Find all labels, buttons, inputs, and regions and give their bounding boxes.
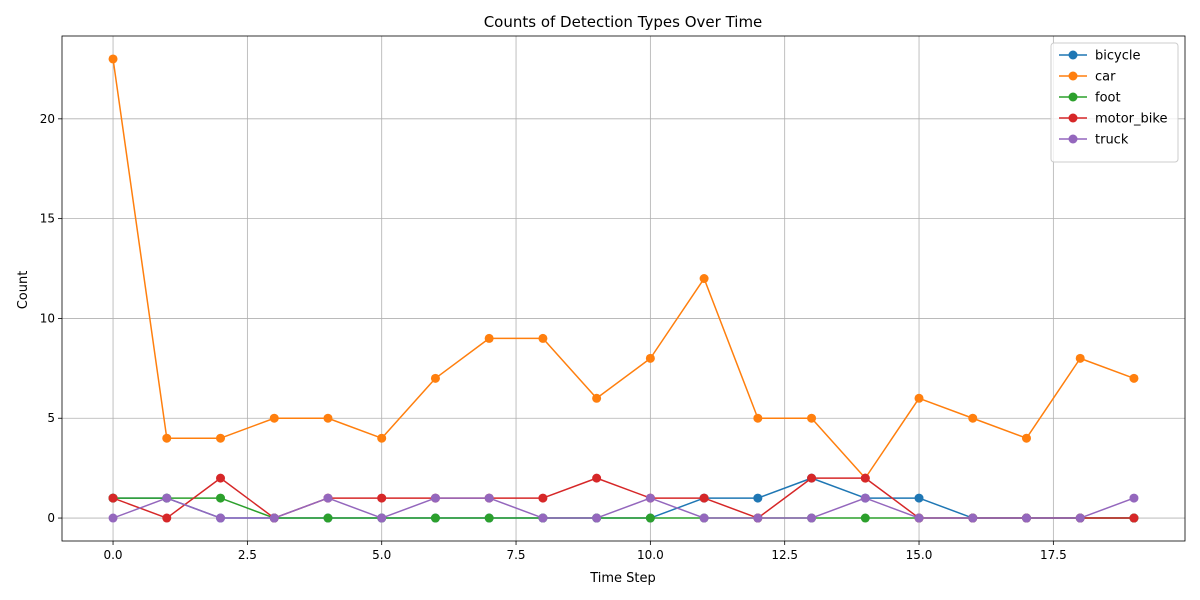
x-tick-label: 15.0 — [906, 548, 933, 562]
data-point-truck — [108, 513, 118, 523]
data-point-motor_bike — [538, 493, 548, 503]
legend-label-motor_bike: motor_bike — [1095, 112, 1167, 127]
data-point-truck — [1021, 513, 1031, 523]
y-tick-label: 5 — [47, 411, 55, 425]
data-point-truck — [645, 493, 655, 503]
data-point-truck — [807, 513, 817, 523]
chart-title: Counts of Detection Types Over Time — [484, 13, 763, 31]
y-tick-label: 15 — [40, 212, 55, 226]
data-point-car — [377, 433, 387, 443]
series-car — [108, 54, 1139, 483]
data-point-car — [645, 353, 655, 363]
series-bicycle — [108, 473, 1139, 523]
plot-frame — [61, 35, 1186, 542]
data-point-car — [108, 54, 118, 64]
y-tick-label: 20 — [40, 112, 55, 126]
legend-marker-motor_bike — [1068, 113, 1078, 123]
legend-marker-foot — [1068, 92, 1078, 102]
data-point-car — [699, 274, 709, 284]
data-point-car — [1021, 433, 1031, 443]
data-point-truck — [216, 513, 226, 523]
x-axis-ticks: 0.0 2.5 5.0 7.5 10.0 12.5 15.0 17.5 — [103, 541, 1067, 562]
data-point-truck — [323, 493, 333, 503]
x-tick-label: 0.0 — [103, 548, 122, 562]
data-point-car — [430, 373, 440, 383]
data-point-truck — [484, 493, 494, 503]
data-point-motor_bike — [699, 493, 709, 503]
series-line-motor_bike — [112, 477, 1134, 519]
legend-label-bicycle: bicycle — [1095, 49, 1140, 64]
x-tick-label: 10.0 — [637, 548, 664, 562]
grid-lines — [62, 36, 1185, 541]
legend-marker-bicycle — [1068, 50, 1078, 60]
data-point-car — [162, 433, 172, 443]
data-point-foot — [216, 493, 226, 503]
x-tick-label: 12.5 — [771, 548, 798, 562]
data-point-truck — [538, 513, 548, 523]
data-point-motor_bike — [1129, 513, 1139, 523]
data-point-foot — [860, 513, 870, 523]
y-axis-ticks: 0 5 10 15 20 — [40, 112, 62, 525]
data-point-car — [484, 333, 494, 343]
legend-label-car: car — [1095, 70, 1116, 85]
legend-marker-truck — [1068, 134, 1078, 144]
x-tick-label: 7.5 — [506, 548, 525, 562]
data-point-motor_bike — [377, 493, 387, 503]
y-axis-label: Count — [16, 271, 31, 310]
data-point-motor_bike — [162, 513, 172, 523]
data-point-foot — [645, 513, 655, 523]
series-line-car — [112, 58, 1135, 479]
x-tick-label: 2.5 — [238, 548, 257, 562]
series-layer — [108, 54, 1139, 523]
data-point-truck — [914, 513, 924, 523]
x-tick-label: 5.0 — [372, 548, 391, 562]
y-tick-label: 10 — [40, 311, 55, 325]
data-point-truck — [592, 513, 602, 523]
data-point-motor_bike — [860, 473, 870, 483]
legend-label-truck: truck — [1095, 133, 1129, 148]
data-point-foot — [484, 513, 494, 523]
data-point-car — [323, 413, 333, 423]
data-point-truck — [430, 493, 440, 503]
data-point-bicycle — [914, 493, 924, 503]
data-point-truck — [1075, 513, 1085, 523]
data-point-car — [216, 433, 226, 443]
x-axis-label: Time Step — [589, 571, 656, 586]
legend-box — [1050, 42, 1179, 163]
data-point-truck — [860, 493, 870, 503]
data-point-motor_bike — [807, 473, 817, 483]
data-point-foot — [430, 513, 440, 523]
data-point-truck — [1129, 493, 1139, 503]
data-point-bicycle — [753, 493, 763, 503]
data-point-motor_bike — [216, 473, 226, 483]
data-point-truck — [377, 513, 387, 523]
data-point-car — [914, 393, 924, 403]
data-point-truck — [269, 513, 279, 523]
data-point-car — [538, 333, 548, 343]
data-point-motor_bike — [108, 493, 118, 503]
series-truck — [108, 493, 1139, 523]
data-point-truck — [753, 513, 763, 523]
series-motor_bike — [108, 473, 1139, 523]
data-point-foot — [323, 513, 333, 523]
data-point-car — [1075, 353, 1085, 363]
legend-label-foot: foot — [1095, 91, 1121, 106]
y-tick-label: 0 — [47, 511, 55, 525]
series-line-truck — [112, 497, 1135, 519]
data-point-truck — [968, 513, 978, 523]
data-point-truck — [699, 513, 709, 523]
x-tick-label: 17.5 — [1040, 548, 1067, 562]
data-point-car — [1129, 373, 1139, 383]
data-point-truck — [162, 493, 172, 503]
data-point-car — [807, 413, 817, 423]
data-point-car — [269, 413, 279, 423]
data-point-motor_bike — [592, 473, 602, 483]
data-point-car — [753, 413, 763, 423]
data-point-car — [968, 413, 978, 423]
data-point-car — [592, 393, 602, 403]
legend-marker-car — [1068, 71, 1078, 81]
